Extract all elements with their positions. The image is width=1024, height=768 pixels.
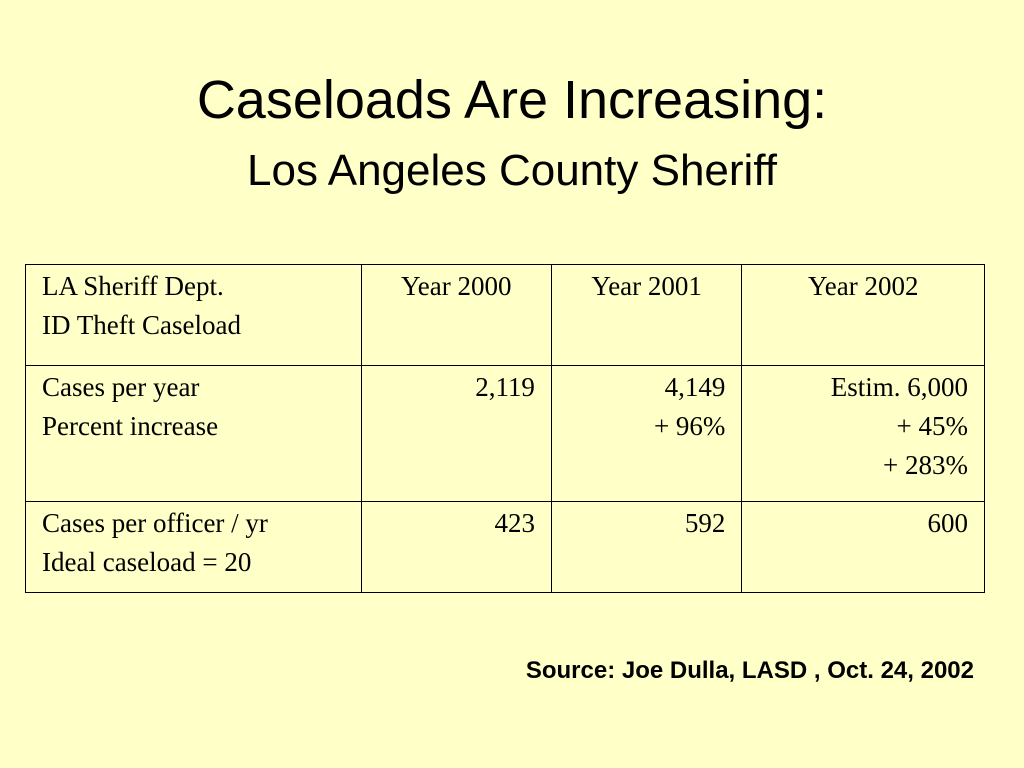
header-year-2002: Year 2002 (741, 264, 985, 366)
table-row-cases-per-year: Cases per year Percent increase 2,119 4,… (25, 365, 985, 502)
header-label-line: LA Sheriff Dept. (42, 271, 224, 301)
header-label-cell: LA Sheriff Dept. ID Theft Caseload (25, 264, 362, 366)
cell-2001-officer: 592 (550, 501, 743, 593)
cell-2002-officer: 600 (741, 501, 985, 593)
cell-percent-increase-total: + 283% (883, 450, 968, 480)
cell-2000-officer: 423 (360, 501, 552, 593)
cell-value: 423 (494, 508, 535, 538)
cell-value: 2,119 (475, 372, 535, 402)
row-label-line: Cases per officer / yr (42, 508, 268, 538)
cell-value: Estim. 6,000 (830, 372, 968, 402)
cell-2002-cases: Estim. 6,000 + 45% + 283% (741, 365, 985, 502)
table-row-cases-per-officer: Cases per officer / yr Ideal caseload = … (25, 501, 985, 593)
cell-2001-cases: 4,149 + 96% (550, 365, 743, 502)
row-label-line: Cases per year (42, 372, 200, 402)
slide-title: Caseloads Are Increasing: (196, 70, 828, 130)
slide-subtitle: Los Angeles County Sheriff (247, 146, 777, 195)
row-label-cell: Cases per officer / yr Ideal caseload = … (25, 501, 362, 593)
header-year-2001: Year 2001 (550, 264, 743, 366)
cell-2000-cases: 2,119 (360, 365, 552, 502)
cell-value: 592 (684, 508, 726, 538)
row-label-line: Percent increase (42, 411, 219, 441)
cell-percent-increase: + 45% (896, 411, 968, 441)
table-header-row: LA Sheriff Dept. ID Theft Caseload Year … (25, 264, 985, 366)
row-label-cell: Cases per year Percent increase (25, 365, 362, 502)
row-label-line: Ideal caseload = 20 (42, 547, 252, 577)
caseload-table: LA Sheriff Dept. ID Theft Caseload Year … (25, 264, 985, 593)
cell-value: 4,149 (664, 372, 726, 402)
header-year-2000: Year 2000 (360, 264, 552, 366)
source-note: Source: Joe Dulla, LASD , Oct. 24, 2002 (525, 657, 974, 684)
cell-value: 600 (927, 508, 969, 538)
header-label-line: ID Theft Caseload (42, 310, 241, 340)
cell-percent-increase: + 96% (653, 411, 726, 441)
